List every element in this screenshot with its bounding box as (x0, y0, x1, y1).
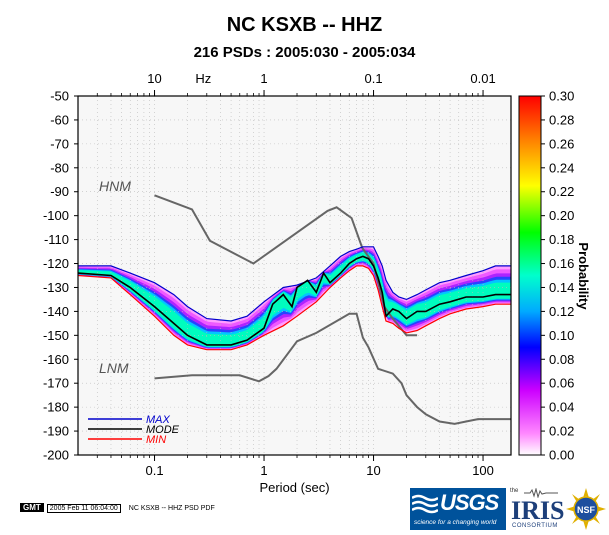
legend-label-max: MAX (146, 414, 171, 426)
gmt-stamp: GMT 2005 Feb 11 06:04:00 NC KSXB -- HHZ PS… (20, 503, 215, 513)
y-tick-label: -180 (43, 400, 69, 415)
usgs-logo: USGS science for a changing world (410, 488, 506, 530)
y-tick-label: -140 (43, 304, 69, 319)
logos: USGS science for a changing world the IR… (410, 488, 606, 532)
nsf-seal-icon: NSF (566, 488, 606, 530)
x-tick-label: 1 (260, 463, 267, 478)
y-tick-label: -70 (50, 136, 69, 151)
y-tick-label: -160 (43, 352, 69, 367)
seismogram-icon (524, 488, 558, 498)
y-tick-label: -130 (43, 280, 69, 295)
hnm-line (154, 194, 418, 337)
iris-consortium: CONSORTIUM (512, 523, 558, 529)
colorbar-tick-label: 0.06 (549, 376, 574, 391)
y-tick-label: -80 (50, 160, 69, 175)
y-tick-label: -150 (43, 328, 69, 343)
lnm-label: LNM (99, 360, 129, 376)
colorbar-tick-label: 0.00 (549, 448, 574, 463)
nsf-logo: NSF (566, 488, 606, 530)
top-tick-label: 0.1 (365, 71, 383, 86)
colorbar-tick-label: 0.20 (549, 208, 574, 223)
gmt-timestamp: 2005 Feb 11 06:04:00 (46, 504, 121, 513)
iris-logo-text: IRIS (511, 496, 565, 525)
y-tick-label: -190 (43, 424, 69, 439)
usgs-tagline: science for a changing world (414, 519, 497, 526)
nsf-logo-text: NSF (577, 505, 596, 515)
gmt-logo: GMT (20, 503, 44, 512)
iris-logo: the IRIS CONSORTIUM (510, 488, 564, 530)
colorbar-tick-label: 0.26 (549, 136, 574, 151)
plot-frame (77, 95, 512, 456)
colorbar-tick-label: 0.04 (549, 400, 574, 415)
x-tick-label: 10 (366, 463, 380, 478)
gmt-caption: NC KSXB -- HHZ PSD PDF (128, 505, 215, 512)
colorbar-tick-label: 0.16 (549, 256, 574, 271)
colorbar-tick-label: 0.30 (549, 89, 574, 104)
colorbar-tick-label: 0.14 (549, 280, 574, 295)
colorbar-tick-label: 0.24 (549, 160, 574, 175)
colorbar-tick-label: 0.10 (549, 328, 574, 343)
iris-prefix: the (510, 488, 519, 494)
colorbar-tick-label: 0.08 (549, 352, 574, 367)
mode-line (78, 255, 511, 346)
hnm-label: HNM (99, 178, 131, 194)
colorbar-tick-label: 0.22 (549, 184, 574, 199)
chart-subtitle: 216 PSDs : 2005:030 - 2005:034 (193, 44, 416, 61)
lnm-line (154, 312, 511, 425)
top-axis-label: Hz (195, 71, 211, 86)
top-tick-label: 1 (260, 71, 267, 86)
legend-label-min: MIN (146, 434, 166, 446)
x-axis-label: Period (sec) (259, 480, 329, 495)
usgs-logo-text: USGS (440, 490, 499, 515)
usgs-wave-icon (412, 494, 438, 514)
y-tick-label: -200 (43, 448, 69, 463)
colorbar-tick-label: 0.12 (549, 304, 574, 319)
colorbar-tick-label: 0.18 (549, 232, 574, 247)
y-tick-label: -60 (50, 112, 69, 127)
min-line (78, 265, 511, 351)
y-tick-label: -100 (43, 208, 69, 223)
y-tick-label: -170 (43, 376, 69, 391)
colorbar-label: Probability (576, 242, 591, 310)
chart-title: NC KSXB -- HHZ (226, 14, 383, 36)
legend-label-mode: MODE (146, 424, 180, 436)
y-tick-label: -120 (43, 256, 69, 271)
max-line (78, 246, 511, 322)
colorbar-tick-label: 0.02 (549, 424, 574, 439)
plot-area (78, 96, 511, 455)
y-tick-label: -90 (50, 184, 69, 199)
x-tick-label: 100 (472, 463, 494, 478)
top-tick-label: 0.01 (470, 71, 495, 86)
y-tick-label: -50 (50, 89, 69, 104)
colorbar-scale (518, 95, 542, 456)
top-tick-label: 10 (147, 71, 161, 86)
x-tick-label: 0.1 (146, 463, 164, 478)
colorbar-tick-label: 0.28 (549, 112, 574, 127)
y-tick-label: -110 (44, 232, 69, 247)
